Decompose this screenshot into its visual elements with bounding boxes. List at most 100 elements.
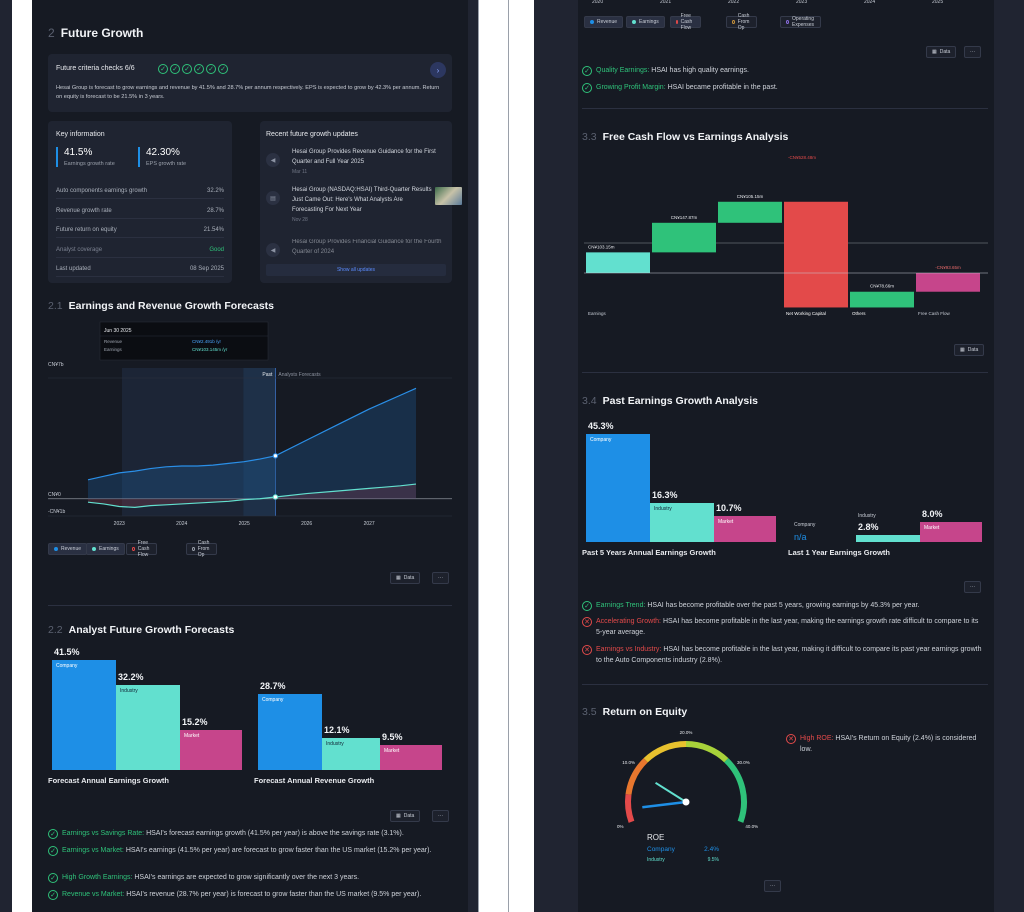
bar-category-label: Industry <box>654 506 672 513</box>
waterfall-category-label: Others <box>852 311 866 316</box>
legend-toggle-revenue[interactable]: Revenue <box>48 543 88 555</box>
earnings-revenue-forecast-chart[interactable]: CN¥7b CN¥0 -CN¥1b Past Analysts Forecasts 202… <box>32 318 468 538</box>
expand-chevron-icon[interactable]: › <box>430 62 446 78</box>
bar-value-label: 32.2% <box>118 671 144 682</box>
legend-dot-icon <box>632 20 636 24</box>
bar-value-label: 12.1% <box>324 724 350 735</box>
section-title-analyst-forecasts: 2.2 Analyst Future Growth Forecasts <box>48 624 235 636</box>
check-item: ✓ Earnings vs Market: HSAI's earnings (41… <box>48 845 448 856</box>
key-info-row: Analyst coverage Good <box>56 247 224 258</box>
update-item[interactable]: Hesai Group Provides Financial Guidance … <box>292 239 442 255</box>
past-performance-panel: 2020 2021 2022 2023 2024 2025 Revenue Earnings… <box>578 0 994 912</box>
waterfall-bar <box>718 201 782 223</box>
waterfall-bar <box>784 201 848 308</box>
show-all-updates-button[interactable]: Show all updates <box>266 264 446 276</box>
earnings-line <box>87 483 417 508</box>
section-title-future-growth: 2 Future Growth <box>48 26 144 40</box>
data-button[interactable]: ▦ Data <box>390 810 421 822</box>
legend-dot-icon <box>92 547 96 551</box>
forecast-label: Analysts Forecasts <box>278 372 321 378</box>
bar-value-label: 10.7% <box>716 503 742 514</box>
x-tick-label: 2023 <box>114 521 125 527</box>
legend-dot-icon <box>590 20 594 24</box>
revenue-line <box>87 387 417 481</box>
update-item[interactable]: Hesai Group (NASDAQ:HSAI) Third-Quarter … <box>292 187 432 223</box>
check-item: ✕ Earnings vs Industry: HSAI has become p… <box>582 644 986 666</box>
legend-toggle-free-cash-flow[interactable]: Free Cash Flow <box>670 13 701 31</box>
bar-category-label: Market <box>718 519 734 526</box>
svg-text:CN¥103.145m /yr: CN¥103.145m /yr <box>192 347 228 352</box>
table-icon: ▦ <box>932 49 937 55</box>
waterfall-bar <box>916 273 980 292</box>
legend-toggle-earnings[interactable]: Earnings <box>86 543 125 555</box>
page-margin <box>0 0 12 912</box>
gauge-needle-industry <box>655 781 687 803</box>
page-margin <box>468 0 480 912</box>
svg-text:Revenue: Revenue <box>104 339 123 344</box>
section-separator <box>582 372 988 373</box>
bar-market: 15.2% Market <box>180 717 242 770</box>
check-circle-icon: ✓ <box>218 64 228 74</box>
bar-category-label: Market <box>384 747 400 754</box>
legend-dot-icon <box>676 20 678 24</box>
megaphone-icon: ◀ <box>266 153 280 167</box>
gauge-segment <box>685 741 729 763</box>
check-item: ✓ Earnings vs Savings Rate: HSAI's foreca… <box>48 828 448 839</box>
bar-company: 45.3% Company <box>586 421 650 542</box>
check-item: ✓ High Growth Earnings: HSAI's earnings a… <box>48 872 448 883</box>
bar-category-label: Company <box>590 437 612 443</box>
past-label: Past <box>262 372 273 378</box>
update-item[interactable]: Hesai Group Provides Revenue Guidance fo… <box>292 149 436 175</box>
more-icon: ··· <box>970 584 975 590</box>
data-button[interactable]: ▦ Data <box>390 572 421 584</box>
recent-updates-card: Recent future growth updates ◀ Hesai Grou… <box>260 121 462 283</box>
check-item: ✕ Accelerating Growth: HSAI has become pr… <box>582 616 986 638</box>
caption-forecast-revenue: Forecast Annual Revenue Growth <box>254 776 375 785</box>
bar-category-label: Industry <box>858 513 876 519</box>
gauge-segment <box>724 758 747 823</box>
x-tick-label: 2027 <box>364 521 375 527</box>
more-options-button[interactable]: ··· <box>964 46 981 58</box>
caption-past-5y: Past 5 Years Annual Earnings Growth <box>582 548 716 557</box>
legend-toggle-cash-from-op[interactable]: Cash From Op <box>726 13 757 31</box>
bar-value-label: 15.2% <box>182 716 208 727</box>
waterfall-bar <box>850 291 914 308</box>
gauge-tick-label: 40.0% <box>745 824 758 829</box>
more-options-button[interactable]: ··· <box>432 572 449 584</box>
more-icon: ··· <box>438 575 443 581</box>
earnings-marker <box>272 494 279 500</box>
more-options-button[interactable]: ··· <box>764 880 781 892</box>
bar-value-label: n/a <box>794 532 807 542</box>
legend-toggle-free-cash-flow[interactable]: Free Cash Flow <box>126 540 157 558</box>
x-tick-label: 2025 <box>932 0 944 5</box>
legend-dot-icon <box>786 20 790 24</box>
waterfall-value-label: CN¥105.15m <box>737 194 764 199</box>
check-circle-icon: ✓ <box>206 64 216 74</box>
x-tick-label: 2022 <box>728 0 740 5</box>
criteria-summary: Hesai Group is forecast to grow earnings… <box>56 85 440 100</box>
table-icon: ▦ <box>960 347 965 353</box>
bar-value-label: 9.5% <box>382 731 403 742</box>
roe-gauge: 0% 10.0% 20.0% 30.0% 40.0% <box>617 730 758 829</box>
bar-category-label: Company <box>794 522 816 528</box>
y-label-neg: -CN¥1b <box>48 509 65 515</box>
legend-toggle-cash-from-op[interactable]: Cash From Op <box>186 540 217 558</box>
check-circle-icon: ✓ <box>48 890 58 900</box>
legend-toggle-revenue[interactable]: Revenue <box>584 16 624 28</box>
bar-category-label: Company <box>262 697 284 703</box>
section-title-fcf-vs-earnings: 3.3 Free Cash Flow vs Earnings Analysis <box>582 131 789 143</box>
future-growth-panel: 2 Future Growth Future criteria checks 6/… <box>32 0 468 912</box>
legend-toggle-operating-expenses[interactable]: Operating Expenses <box>780 16 821 28</box>
data-button[interactable]: ▦ Data <box>954 344 985 356</box>
gauge-segment <box>625 758 648 795</box>
table-icon: ▦ <box>396 575 401 581</box>
bar-industry: 12.1% Industry <box>322 725 380 770</box>
legend-toggle-earnings[interactable]: Earnings <box>626 16 665 28</box>
more-icon: ··· <box>770 883 775 889</box>
bar-category-label: Market <box>184 732 200 739</box>
gauge-needle-company <box>642 800 687 809</box>
section-separator <box>48 605 452 606</box>
more-options-button[interactable]: ··· <box>432 810 449 822</box>
more-options-button[interactable]: ··· <box>964 581 981 593</box>
data-button[interactable]: ▦ Data <box>926 46 957 58</box>
